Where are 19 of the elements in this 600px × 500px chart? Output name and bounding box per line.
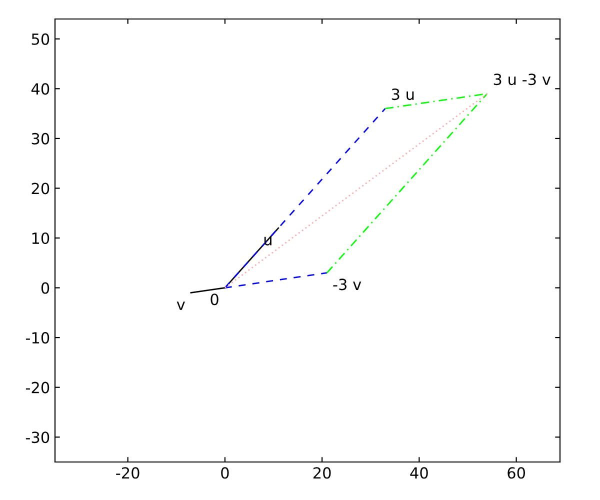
x-tick-label: 0 (221, 467, 229, 479)
y-tick-label: -20 (26, 382, 50, 394)
x-tick-label: -20 (116, 467, 140, 479)
y-tick-label: 0 (41, 282, 50, 294)
y-tick-label: -30 (26, 432, 50, 444)
annotation: -3 v (333, 278, 362, 290)
x-tick-label: 40 (410, 467, 428, 479)
y-tick-label: 20 (32, 182, 50, 194)
x-tick-label: 60 (508, 467, 526, 479)
y-tick-label: 40 (31, 83, 50, 95)
y-tick-label: 50 (32, 33, 50, 45)
x-tick-label: 20 (313, 467, 331, 479)
annotation: 0 (210, 294, 218, 306)
y-tick-label: -10 (26, 332, 50, 344)
annotation: v (176, 302, 185, 310)
annotation: 3 u -3 v (494, 74, 551, 86)
annotation: 3 u (392, 88, 414, 100)
y-tick-label: 10 (32, 232, 50, 244)
y-tick-label: 30 (32, 132, 50, 144)
